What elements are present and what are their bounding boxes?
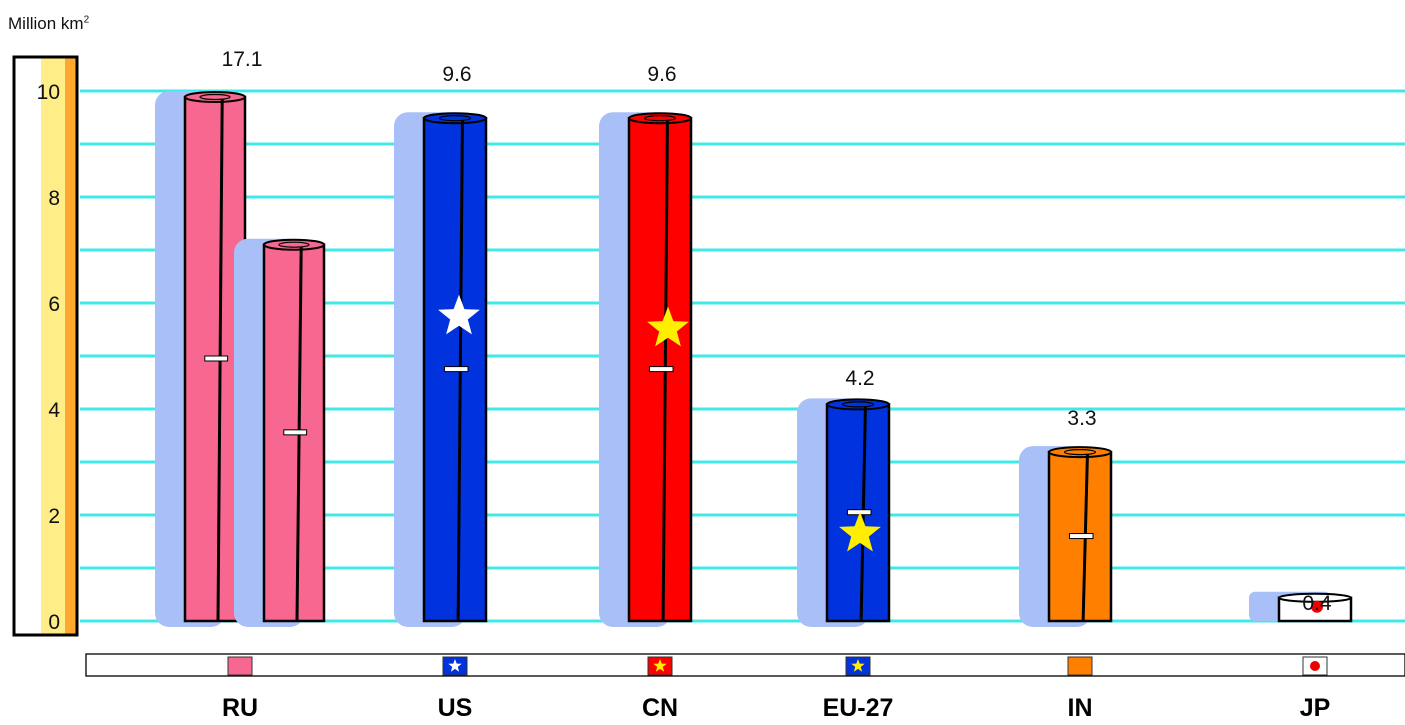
y-axis-unit-superscript: 2 <box>83 14 90 26</box>
roll-curl <box>841 401 875 408</box>
roll-curl <box>643 115 677 122</box>
bar-roll <box>599 112 693 627</box>
eu-flag-icon <box>845 656 871 676</box>
axis-band-dark <box>65 57 76 635</box>
flag-square <box>227 656 253 676</box>
roll-top <box>184 91 246 103</box>
roll-tag <box>283 429 308 436</box>
roll-top <box>1048 446 1112 459</box>
star-emblem <box>448 659 462 672</box>
y-axis-ticks: 0 2 4 6 8 10 <box>37 81 61 634</box>
japan-dot-emblem <box>1311 600 1323 613</box>
roll-tag <box>648 366 674 373</box>
roll-top <box>263 238 325 251</box>
roll-curl <box>199 93 231 101</box>
russia-flag-icon <box>227 656 253 676</box>
bar-in: 3.3 <box>1019 407 1113 627</box>
bars: 17.1 9.6 9.6 4.2 3.3 0.4 <box>155 48 1353 627</box>
flag-dot <box>1310 661 1320 671</box>
category-strip-box <box>85 653 1405 677</box>
star-emblem <box>851 659 865 672</box>
bar-roll-secondary <box>234 238 326 627</box>
value-label: 9.6 <box>442 63 471 86</box>
bar-roll <box>797 398 891 627</box>
category-label: RU <box>222 694 258 722</box>
bar-roll-primary <box>155 91 247 627</box>
y-axis-unit-label: Million km2 <box>8 14 89 34</box>
star-emblem <box>653 659 667 672</box>
category-label: IN <box>1068 694 1093 722</box>
bar-us: 9.6 <box>394 63 488 627</box>
roll-tag <box>204 355 229 362</box>
value-label: 4.2 <box>845 367 874 390</box>
roll-top <box>628 112 692 125</box>
india-flag-icon <box>1067 656 1093 676</box>
axis-band-light <box>41 57 65 635</box>
category-label: US <box>438 694 473 722</box>
bar-cn: 9.6 <box>599 63 693 627</box>
roll-tag <box>1068 533 1094 540</box>
category-label: EU-27 <box>823 694 894 722</box>
roll-curl <box>278 241 310 248</box>
category-strip: RU US CN EU-27 IN JP <box>85 653 1405 722</box>
flag-square <box>1067 656 1093 676</box>
bar-roll <box>1019 446 1113 627</box>
y-tick-label: 4 <box>48 399 60 422</box>
bar-eu-27: 4.2 <box>797 367 891 627</box>
us-flag-icon <box>442 656 468 676</box>
bar-roll <box>394 112 488 627</box>
y-tick-label: 0 <box>48 611 60 634</box>
roll-curl <box>1063 449 1097 456</box>
roll-tag <box>443 366 469 373</box>
value-label: 17.1 <box>222 48 263 71</box>
y-tick-label: 2 <box>48 505 60 528</box>
roll-top <box>826 398 890 411</box>
value-label: 0.4 <box>1302 592 1332 615</box>
category-label: JP <box>1300 694 1331 722</box>
japan-flag-icon <box>1302 656 1328 676</box>
star-emblem <box>839 511 881 552</box>
value-label: 9.6 <box>647 63 676 86</box>
star-emblem <box>438 294 480 335</box>
china-flag-icon <box>647 656 673 676</box>
y-axis-box <box>12 55 79 637</box>
category-label: CN <box>642 694 678 722</box>
roll-top <box>423 112 487 125</box>
star-emblem <box>647 306 689 347</box>
bar-ru: 17.1 <box>155 48 326 627</box>
y-tick-label: 10 <box>37 81 60 104</box>
bar-jp: 0.4 <box>1249 591 1353 623</box>
roll-curl <box>438 115 472 122</box>
axis-frame <box>12 55 79 637</box>
y-axis-unit-text: Million km <box>8 14 84 33</box>
value-label: 3.3 <box>1067 407 1096 430</box>
y-tick-label: 6 <box>48 293 60 316</box>
y-tick-label: 8 <box>48 187 60 210</box>
